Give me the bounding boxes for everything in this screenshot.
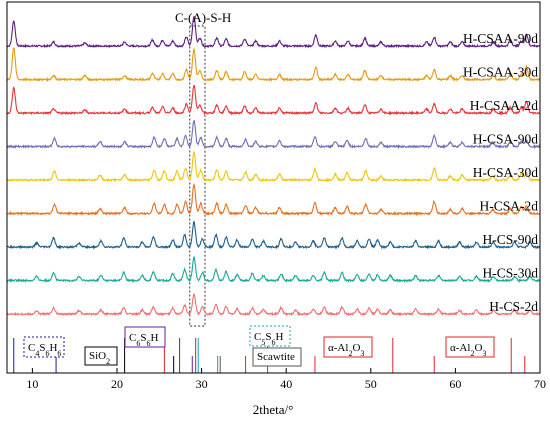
series-label-8: H-CS-30d: [482, 266, 538, 281]
series-label-4: H-CSA-90d: [473, 132, 539, 147]
x-tick-label-3: 30: [196, 377, 208, 391]
series-line-1: [6, 15, 541, 49]
phase-box-4: [249, 325, 291, 347]
phase-label-5: Scawtite: [257, 351, 295, 363]
phase-label-2: SiO2: [89, 350, 110, 366]
x-axis-title: 2theta/°: [253, 402, 294, 417]
series-line-9: [6, 293, 541, 317]
sample-label-layer: H-CSAA-90d H-CSAA-30d H-CSAA-2d H-CSA-90d H-…: [463, 31, 538, 314]
phase-label-layer: C4S6H6 SiO2 C6S6H C5S6H Scawtite α-Al2O3 α-Al2…: [23, 325, 495, 367]
series-label-2: H-CSAA-30d: [463, 65, 538, 80]
x-axis: 10 20 30 40 50 60 70: [26, 368, 546, 391]
series-label-5: H-CSA-30d: [473, 165, 539, 180]
phase-box-2: [84, 346, 118, 366]
series-label-1: H-CSAA-90d: [463, 31, 538, 46]
highlight-band: [189, 25, 206, 327]
phase-box-7: [445, 336, 495, 358]
series-label-9: H-CS-2d: [489, 299, 538, 314]
series-layer: [6, 15, 541, 317]
highlight-band-layer: [189, 25, 206, 327]
series-line-2: [6, 47, 540, 83]
phase-box-1: [23, 336, 65, 358]
x-tick-label-7: 70: [534, 377, 546, 391]
phase-label-3: C6S6H: [129, 332, 158, 348]
x-tick-label-5: 50: [365, 377, 377, 391]
series-label-6: H-CSA-2d: [479, 199, 538, 214]
series-label-7: H-CS-90d: [482, 232, 538, 247]
top-annotation: C-(A)-S-H: [175, 10, 231, 25]
phase-box-3: [124, 326, 166, 348]
series-line-8: [6, 255, 541, 284]
phase-box-6: [323, 336, 373, 358]
series-line-5: [6, 151, 541, 183]
series-line-7: [6, 220, 541, 250]
x-tick-label-2: 20: [111, 377, 123, 391]
phase-label-7: α-Al2O3: [450, 342, 486, 358]
phase-label-1: C4S6H6: [28, 342, 61, 358]
series-line-6: [6, 183, 541, 217]
series-line-3: [6, 84, 541, 116]
series-label-3: H-CSAA-2d: [470, 98, 539, 113]
x-tick-label-1: 10: [26, 377, 38, 391]
plot-frame: [6, 1, 541, 374]
phase-label-6: α-Al2O3: [328, 342, 364, 358]
phase-label-4: C5S6H: [254, 331, 283, 347]
x-tick-label-4: 40: [280, 377, 292, 391]
x-tick-label-6: 60: [449, 377, 461, 391]
series-line-4: [6, 119, 541, 150]
phase-box-5: [252, 347, 302, 367]
